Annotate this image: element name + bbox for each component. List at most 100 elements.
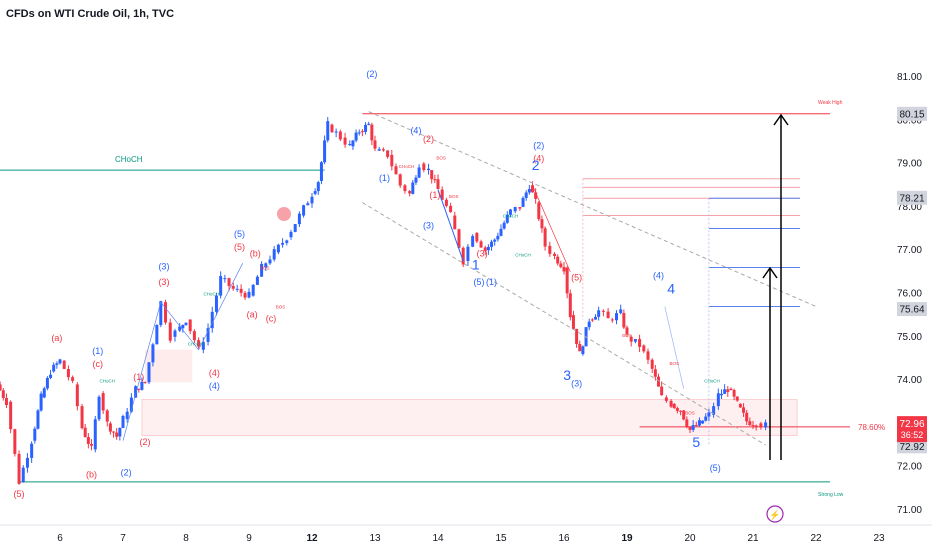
channel-lower	[362, 202, 766, 446]
zones-layer	[141, 349, 798, 436]
candle-body	[164, 302, 168, 323]
candle-body	[313, 191, 317, 194]
y-tick-label: 72.00	[897, 462, 922, 473]
candle-body	[669, 400, 673, 407]
arrow-head	[773, 113, 789, 126]
candle-body	[354, 132, 358, 141]
candle-body	[650, 359, 654, 369]
price-badge: 78.21	[899, 193, 924, 204]
candle-body	[625, 327, 629, 335]
candle-body	[638, 339, 642, 347]
candle-body	[105, 410, 109, 422]
candle-body	[729, 388, 733, 391]
candle-body	[181, 324, 185, 329]
candle-body	[422, 163, 426, 171]
candle-body	[178, 326, 182, 331]
candle-body	[505, 214, 509, 223]
candle-body	[330, 124, 334, 133]
candle-body	[306, 203, 310, 206]
wave-label: 3	[563, 367, 571, 383]
wave-label: 4	[667, 281, 675, 297]
candle-body	[502, 222, 506, 229]
y-tick-label: 76.00	[897, 289, 922, 300]
wave-label: 2	[532, 157, 540, 173]
wave-label: (4)	[533, 153, 544, 163]
lightning-glyph: ⚡	[769, 509, 780, 521]
candle-body	[433, 179, 437, 181]
candle-body	[565, 267, 569, 294]
wave-label: (2)	[423, 134, 434, 144]
wave-label: (4)	[410, 125, 421, 135]
y-tick-label: 74.00	[897, 375, 922, 386]
level-label: CHoCH	[115, 155, 143, 164]
price-badge: 75.64	[899, 305, 924, 316]
candle-body	[197, 340, 201, 347]
candle-body	[619, 309, 623, 314]
candle-body	[17, 453, 21, 484]
structure-label: CHoCH	[503, 214, 519, 219]
structure-label: BOS	[669, 361, 679, 366]
candle-body	[0, 384, 2, 391]
candle-body	[575, 328, 579, 344]
wave-label: (4)	[653, 270, 664, 280]
candle-body	[685, 419, 689, 427]
candle-body	[444, 199, 448, 206]
wave-label: (1)	[429, 190, 440, 200]
candle-body	[653, 369, 657, 377]
candle-body	[251, 284, 255, 296]
wave-label: (5)	[571, 273, 582, 283]
candle-body	[679, 410, 683, 412]
candle-body	[90, 443, 93, 446]
last-price-bg	[897, 416, 927, 443]
candle-body	[723, 389, 727, 394]
wave-label: (c)	[266, 314, 277, 324]
candle-body	[293, 224, 297, 232]
candle-body	[45, 377, 49, 389]
structure-label: BOS	[436, 155, 446, 160]
candle-body	[52, 364, 56, 372]
candle-body	[534, 192, 538, 199]
structure-label: BOS	[276, 305, 286, 310]
candle-body	[227, 278, 231, 287]
wave-label: (b)	[86, 470, 97, 480]
candle-body	[297, 213, 301, 225]
candle-body	[33, 428, 37, 441]
structure-label: CHoCH	[188, 341, 204, 346]
candle-body	[272, 249, 276, 260]
candle-body	[155, 325, 159, 345]
candle-body	[206, 328, 210, 342]
candle-body	[615, 313, 618, 321]
candle-body	[192, 331, 196, 341]
candle-body	[707, 412, 711, 417]
y-tick-label: 75.00	[897, 332, 922, 343]
candle-body	[137, 388, 141, 390]
candle-body	[214, 295, 218, 312]
candle-body	[490, 241, 494, 247]
candle-body	[83, 427, 87, 437]
wave-label: (4)	[209, 381, 220, 391]
candle-body	[281, 242, 285, 245]
candle-body	[646, 351, 650, 360]
candle-body	[537, 202, 541, 220]
candle-body	[440, 189, 444, 200]
wave-path	[664, 306, 685, 389]
partial-price-badge: 72.92	[899, 442, 924, 453]
candle-body	[370, 124, 374, 141]
candle-body	[231, 286, 235, 289]
candle-body	[97, 396, 101, 420]
candle-body	[115, 432, 119, 437]
candle-body	[466, 246, 470, 262]
candle-body	[403, 185, 407, 192]
price-badge: 80.15	[899, 109, 924, 120]
x-axis: 6 7 8 9 12 13 14 15 16 19 20 21 22 23	[0, 524, 932, 544]
wave-label: 1	[472, 257, 480, 273]
wave-label: (2)	[533, 140, 544, 150]
wave-label: (5)	[14, 489, 25, 499]
candle-body	[334, 131, 338, 133]
candle-body	[556, 256, 560, 264]
candle-body	[427, 168, 431, 171]
structure-label: CHoCH	[399, 164, 415, 169]
wave-label: (a)	[247, 309, 258, 319]
